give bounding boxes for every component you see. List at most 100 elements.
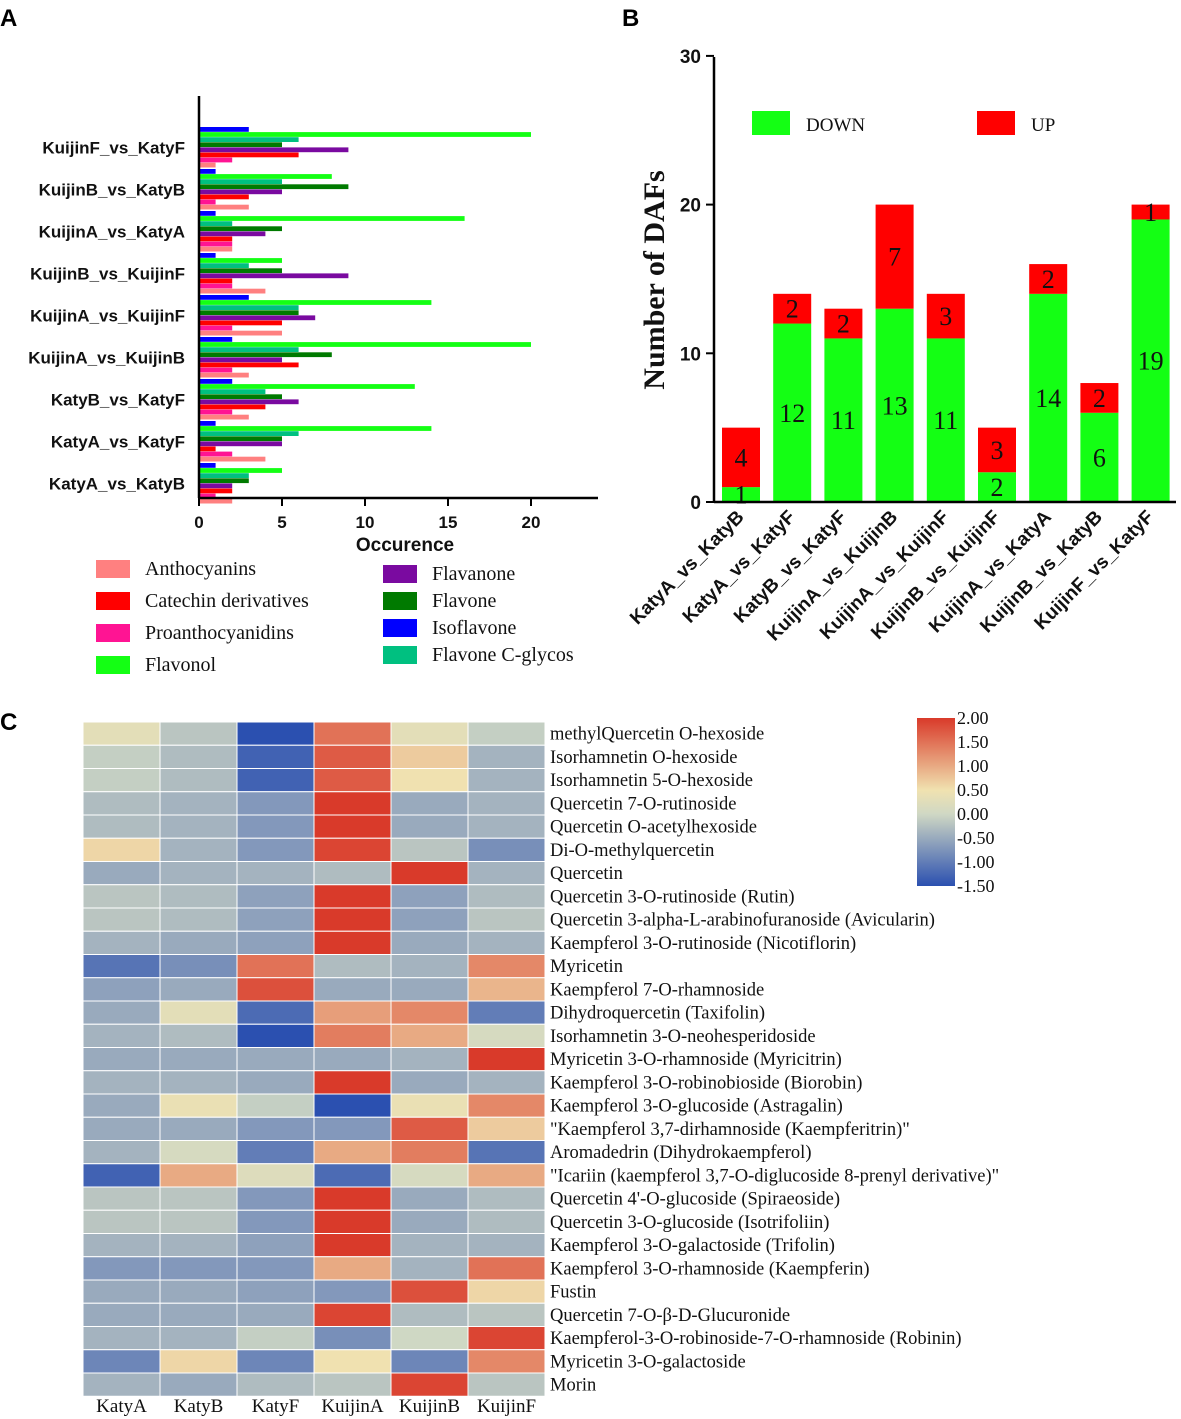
cell-15-katyf	[236, 1070, 315, 1095]
cell-6-kuijinb	[390, 861, 469, 886]
bar-katyb-vs-katyf-anthocyanins	[199, 414, 249, 420]
bar-kuijinf-vs-katyf-flavone	[199, 142, 282, 148]
cell-19-katya	[82, 1163, 161, 1188]
cell-0-kuijinb	[390, 721, 469, 746]
cell-14-kuijina	[313, 1047, 392, 1072]
bar-katya-vs-katyf-flavonol	[199, 426, 432, 431]
cell-20-katyb	[159, 1186, 238, 1211]
legend-label-isoflavone: Isoflavone	[432, 617, 517, 639]
bar-up-kuijinf-vs-katyf	[1131, 204, 1170, 220]
cell-13-katyb	[159, 1023, 238, 1048]
legend-label-flavanone: Flavanone	[432, 563, 515, 585]
value-label-up-kuijinb-vs-katyb: 2	[1093, 384, 1106, 413]
bar-kuijinb-vs-kuijinf-anthocyanins	[199, 288, 266, 294]
panel-b-category-labels: KatyA_vs_KatyBKatyA_vs_KatyFKatyB_vs_Kat…	[626, 506, 1158, 645]
cell-4-katyf	[236, 814, 315, 839]
cell-16-kuijinb	[390, 1093, 469, 1118]
cell-28-kuijina	[313, 1372, 392, 1397]
category-label-kuijinb-vs-katyb: KuijinB_vs_KatyB	[39, 180, 185, 199]
panel-b-y-title: Number of DAFs	[638, 170, 671, 389]
cell-16-kuijina	[313, 1093, 392, 1118]
cell-5-katya	[82, 837, 161, 862]
bar-katyb-vs-katyf-flavanone	[199, 399, 299, 405]
bar-kuijinb-vs-katyb-isoflavone	[199, 169, 216, 174]
cell-12-katyf	[236, 1000, 315, 1025]
cell-11-katyf	[236, 977, 315, 1002]
cell-21-katyb	[159, 1209, 238, 1234]
cell-23-kuijinf	[467, 1256, 546, 1281]
panel-b-y-ticks: 0 10 20 30	[680, 47, 714, 514]
bar-katya-vs-katyf-flavanone	[199, 441, 282, 447]
x-tick-label-20: 20	[522, 513, 541, 532]
row-label-14: Myricetin 3-O-rhamnoside (Myricitrin)	[550, 1050, 842, 1070]
cell-28-katyb	[159, 1372, 238, 1397]
cell-13-katyf	[236, 1023, 315, 1048]
colorbar	[917, 718, 955, 886]
cell-7-kuijinb	[390, 884, 469, 909]
column-label-katyf: KatyF	[252, 1396, 300, 1417]
cell-0-kuijina	[313, 721, 392, 746]
panel-a-legend: Anthocyanins Catechin derivatives Proantho…	[96, 558, 574, 676]
x-tick-label-10: 10	[356, 513, 375, 532]
cell-1-kuijinb	[390, 744, 469, 769]
cell-16-katyf	[236, 1093, 315, 1118]
cell-23-kuijinb	[390, 1256, 469, 1281]
cell-19-kuijinf	[467, 1163, 546, 1188]
cell-17-katyb	[159, 1116, 238, 1141]
panel-a-bar-chart: KuijinF_vs_KatyF KuijinB_vs_KatyB KuijinA_…	[28, 96, 598, 676]
cell-9-katya	[82, 930, 161, 955]
value-label-up-kuijina-vs-kuijinf: 3	[939, 302, 952, 331]
cell-24-katyb	[159, 1279, 238, 1304]
cell-16-kuijinf	[467, 1093, 546, 1118]
row-label-10: Myricetin	[550, 957, 623, 977]
bar-down-katya-vs-katyf	[773, 323, 812, 502]
cell-18-kuijinf	[467, 1140, 546, 1165]
cell-4-kuijinb	[390, 814, 469, 839]
legend-swatch-down	[752, 111, 790, 135]
cell-14-kuijinf	[467, 1047, 546, 1072]
bar-katya-vs-katyb-flavonol	[199, 468, 282, 473]
cell-6-katyb	[159, 861, 238, 886]
cell-4-kuijina	[313, 814, 392, 839]
category-label-kuijina-vs-kuijinf: KuijinA_vs_KuijinF	[30, 306, 185, 325]
bar-down-katya-vs-katyb	[722, 487, 760, 502]
value-label-up-kuijina-vs-kuijinb: 7	[888, 243, 901, 272]
bar-kuijina-vs-kuijinf-flavone	[199, 310, 299, 316]
bar-katya-vs-katyf-proanthocyanidins	[199, 451, 233, 457]
panel-a-label: A	[0, 5, 17, 32]
bar-katya-vs-katyf-flavone-c-glycoside	[199, 431, 299, 436]
cell-1-katyf	[236, 744, 315, 769]
cell-20-katyf	[236, 1186, 315, 1211]
legend-swatch-catechin-derivatives	[96, 592, 130, 610]
row-label-8: Quercetin 3-alpha-L-arabinofuranoside (A…	[550, 911, 935, 931]
legend-swatch-isoflavone	[383, 619, 417, 637]
cell-27-katyf	[236, 1349, 315, 1374]
cell-24-kuijinf	[467, 1279, 546, 1304]
bar-kuijinb-vs-katyb-catechin-derivatives	[199, 194, 249, 200]
value-label-down-kuijina-vs-kuijinb: 13	[882, 391, 908, 420]
value-label-down-kuijinb-vs-kuijinf: 2	[991, 473, 1004, 502]
row-label-2: Isorhamnetin 5-O-hexoside	[550, 771, 753, 791]
bar-kuijinf-vs-katyf-flavanone	[199, 147, 349, 153]
cell-26-katyb	[159, 1326, 238, 1351]
row-label-12: Dihydroquercetin (Taxifolin)	[550, 1004, 765, 1024]
cell-12-kuijinf	[467, 1000, 546, 1025]
row-label-3: Quercetin 7-O-rutinoside	[550, 794, 736, 814]
colorbar-tick-0-50: 0.50	[957, 780, 989, 800]
cell-21-kuijinb	[390, 1209, 469, 1234]
cell-27-kuijinb	[390, 1349, 469, 1374]
cell-23-kuijina	[313, 1256, 392, 1281]
cell-3-kuijina	[313, 791, 392, 816]
cell-22-katyb	[159, 1233, 238, 1258]
column-label-katya: KatyA	[96, 1396, 147, 1417]
row-label-20: Quercetin 4'-O-glucoside (Spiraeoside)	[550, 1190, 840, 1210]
cell-1-katya	[82, 744, 161, 769]
colorbar-tick-2-00: 2.00	[957, 708, 989, 728]
row-label-0: methylQuercetin O-hexoside	[550, 725, 764, 745]
bar-up-katya-vs-katyb	[722, 427, 760, 488]
cell-26-kuijinb	[390, 1326, 469, 1351]
cell-5-kuijinf	[467, 837, 546, 862]
colorbar-tick-1-50: 1.50	[957, 732, 989, 752]
value-label-up-katya-vs-katyf: 2	[786, 295, 799, 324]
cell-11-kuijina	[313, 977, 392, 1002]
